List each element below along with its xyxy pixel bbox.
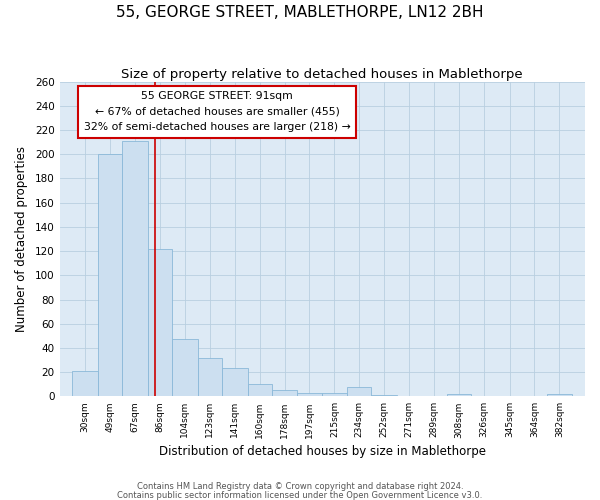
Text: Contains HM Land Registry data © Crown copyright and database right 2024.: Contains HM Land Registry data © Crown c… [137,482,463,491]
Text: Contains public sector information licensed under the Open Government Licence v3: Contains public sector information licen… [118,491,482,500]
Bar [447,394,471,396]
Text: 55, GEORGE STREET, MABLETHORPE, LN12 2BH: 55, GEORGE STREET, MABLETHORPE, LN12 2BH [116,5,484,20]
X-axis label: Distribution of detached houses by size in Mablethorpe: Distribution of detached houses by size … [159,444,486,458]
Bar [197,358,222,397]
Title: Size of property relative to detached houses in Mablethorpe: Size of property relative to detached ho… [121,68,523,80]
Bar [547,394,572,396]
Bar [98,154,122,396]
Bar [248,384,272,396]
Bar [322,392,347,396]
Bar [371,395,397,396]
Bar [148,248,172,396]
Bar [347,386,371,396]
Bar [298,392,322,396]
Bar [73,371,98,396]
Bar [222,368,248,396]
Bar [272,390,298,396]
Bar [122,141,148,397]
Bar [172,340,197,396]
Text: 55 GEORGE STREET: 91sqm
← 67% of detached houses are smaller (455)
32% of semi-d: 55 GEORGE STREET: 91sqm ← 67% of detache… [84,91,350,132]
Y-axis label: Number of detached properties: Number of detached properties [15,146,28,332]
